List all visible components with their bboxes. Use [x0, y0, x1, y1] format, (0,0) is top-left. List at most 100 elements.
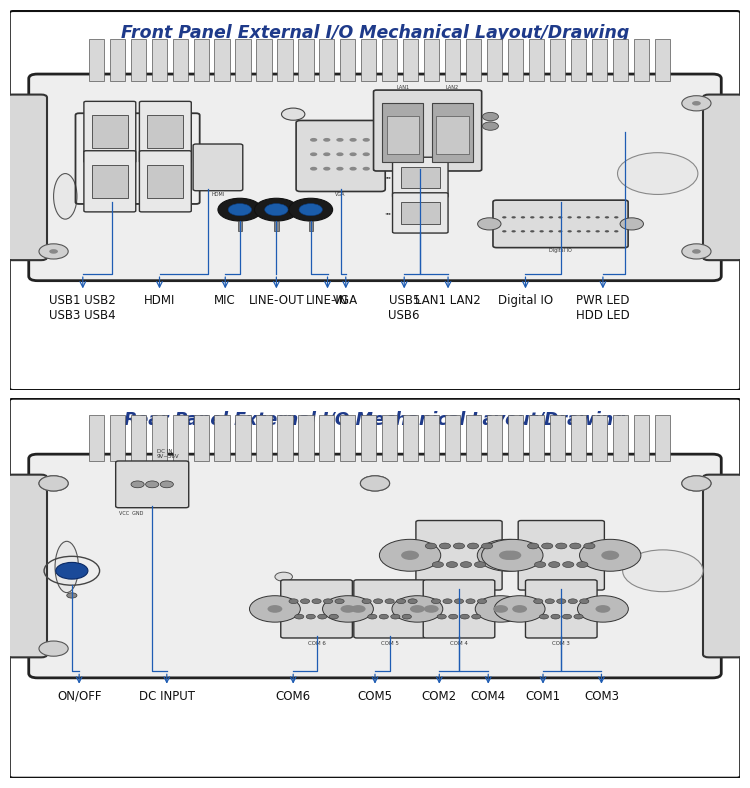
Text: VGA: VGA	[335, 192, 346, 197]
Bar	[592, 415, 608, 461]
Circle shape	[584, 543, 595, 549]
Bar	[92, 116, 128, 148]
Bar	[613, 415, 628, 461]
Circle shape	[539, 216, 544, 218]
Circle shape	[39, 476, 68, 491]
FancyBboxPatch shape	[280, 580, 352, 638]
Circle shape	[460, 614, 470, 619]
Circle shape	[67, 593, 77, 598]
Bar	[387, 117, 418, 154]
Text: ◄◄: ◄◄	[386, 176, 392, 180]
FancyBboxPatch shape	[84, 102, 136, 162]
Circle shape	[460, 562, 472, 567]
Circle shape	[340, 605, 356, 613]
Bar	[400, 203, 439, 224]
Bar	[446, 415, 460, 461]
FancyBboxPatch shape	[193, 144, 243, 191]
Circle shape	[323, 167, 331, 171]
Circle shape	[596, 216, 600, 218]
Circle shape	[336, 167, 344, 171]
Circle shape	[218, 199, 262, 221]
Bar	[362, 39, 376, 80]
Circle shape	[322, 596, 374, 623]
Text: HDMI: HDMI	[211, 192, 224, 197]
Circle shape	[362, 138, 370, 142]
Circle shape	[268, 605, 282, 613]
Circle shape	[361, 476, 389, 491]
FancyBboxPatch shape	[28, 454, 722, 678]
Bar	[550, 39, 566, 80]
Circle shape	[228, 203, 251, 216]
FancyBboxPatch shape	[493, 200, 628, 247]
Circle shape	[362, 599, 371, 604]
Circle shape	[478, 599, 487, 604]
Circle shape	[472, 614, 481, 619]
Text: ◄◄: ◄◄	[386, 211, 392, 215]
Circle shape	[617, 153, 698, 195]
Bar	[382, 39, 398, 80]
Circle shape	[556, 543, 567, 549]
Circle shape	[289, 199, 333, 221]
Bar	[110, 415, 125, 461]
Circle shape	[295, 614, 304, 619]
Bar	[214, 39, 230, 80]
Bar	[432, 103, 473, 162]
Circle shape	[549, 230, 554, 232]
Text: COM 3: COM 3	[552, 641, 570, 646]
Bar	[298, 39, 314, 80]
FancyBboxPatch shape	[374, 90, 482, 171]
Circle shape	[570, 543, 581, 549]
Circle shape	[520, 216, 525, 218]
FancyBboxPatch shape	[354, 580, 425, 638]
Bar	[172, 415, 188, 461]
Ellipse shape	[53, 173, 77, 219]
Bar	[613, 39, 628, 80]
Text: ON/OFF: ON/OFF	[57, 690, 101, 703]
Circle shape	[558, 216, 562, 218]
Circle shape	[530, 216, 535, 218]
Text: DC INPUT: DC INPUT	[139, 690, 195, 703]
Circle shape	[614, 216, 619, 218]
Circle shape	[527, 543, 538, 549]
Text: COM3: COM3	[584, 690, 619, 703]
Bar	[194, 415, 208, 461]
Circle shape	[503, 551, 521, 560]
Circle shape	[539, 614, 548, 619]
Circle shape	[499, 551, 517, 560]
FancyBboxPatch shape	[6, 95, 47, 260]
FancyBboxPatch shape	[423, 580, 495, 638]
Bar	[298, 415, 314, 461]
Bar	[130, 39, 146, 80]
Circle shape	[454, 599, 464, 604]
Bar	[320, 39, 334, 80]
FancyBboxPatch shape	[296, 121, 386, 191]
Ellipse shape	[55, 541, 79, 593]
Circle shape	[425, 543, 436, 549]
Circle shape	[323, 152, 331, 156]
Circle shape	[577, 562, 588, 567]
Circle shape	[578, 596, 628, 623]
Circle shape	[466, 599, 475, 604]
Text: VGA: VGA	[333, 295, 358, 307]
Text: COM 5: COM 5	[381, 641, 398, 646]
Circle shape	[577, 230, 581, 232]
Bar	[147, 165, 184, 198]
Circle shape	[482, 113, 499, 121]
Bar	[147, 116, 184, 148]
Bar	[382, 415, 398, 461]
Bar	[308, 221, 313, 231]
Text: USB5
USB6: USB5 USB6	[388, 295, 420, 322]
FancyBboxPatch shape	[6, 474, 47, 657]
Circle shape	[265, 203, 288, 216]
Text: MIC: MIC	[214, 295, 236, 307]
Bar	[571, 415, 586, 461]
Circle shape	[477, 539, 538, 571]
Circle shape	[250, 596, 300, 623]
Circle shape	[535, 562, 546, 567]
Circle shape	[534, 599, 543, 604]
Circle shape	[478, 217, 501, 230]
Bar	[130, 415, 146, 461]
Bar	[592, 39, 608, 80]
Circle shape	[568, 216, 572, 218]
Circle shape	[620, 217, 644, 230]
